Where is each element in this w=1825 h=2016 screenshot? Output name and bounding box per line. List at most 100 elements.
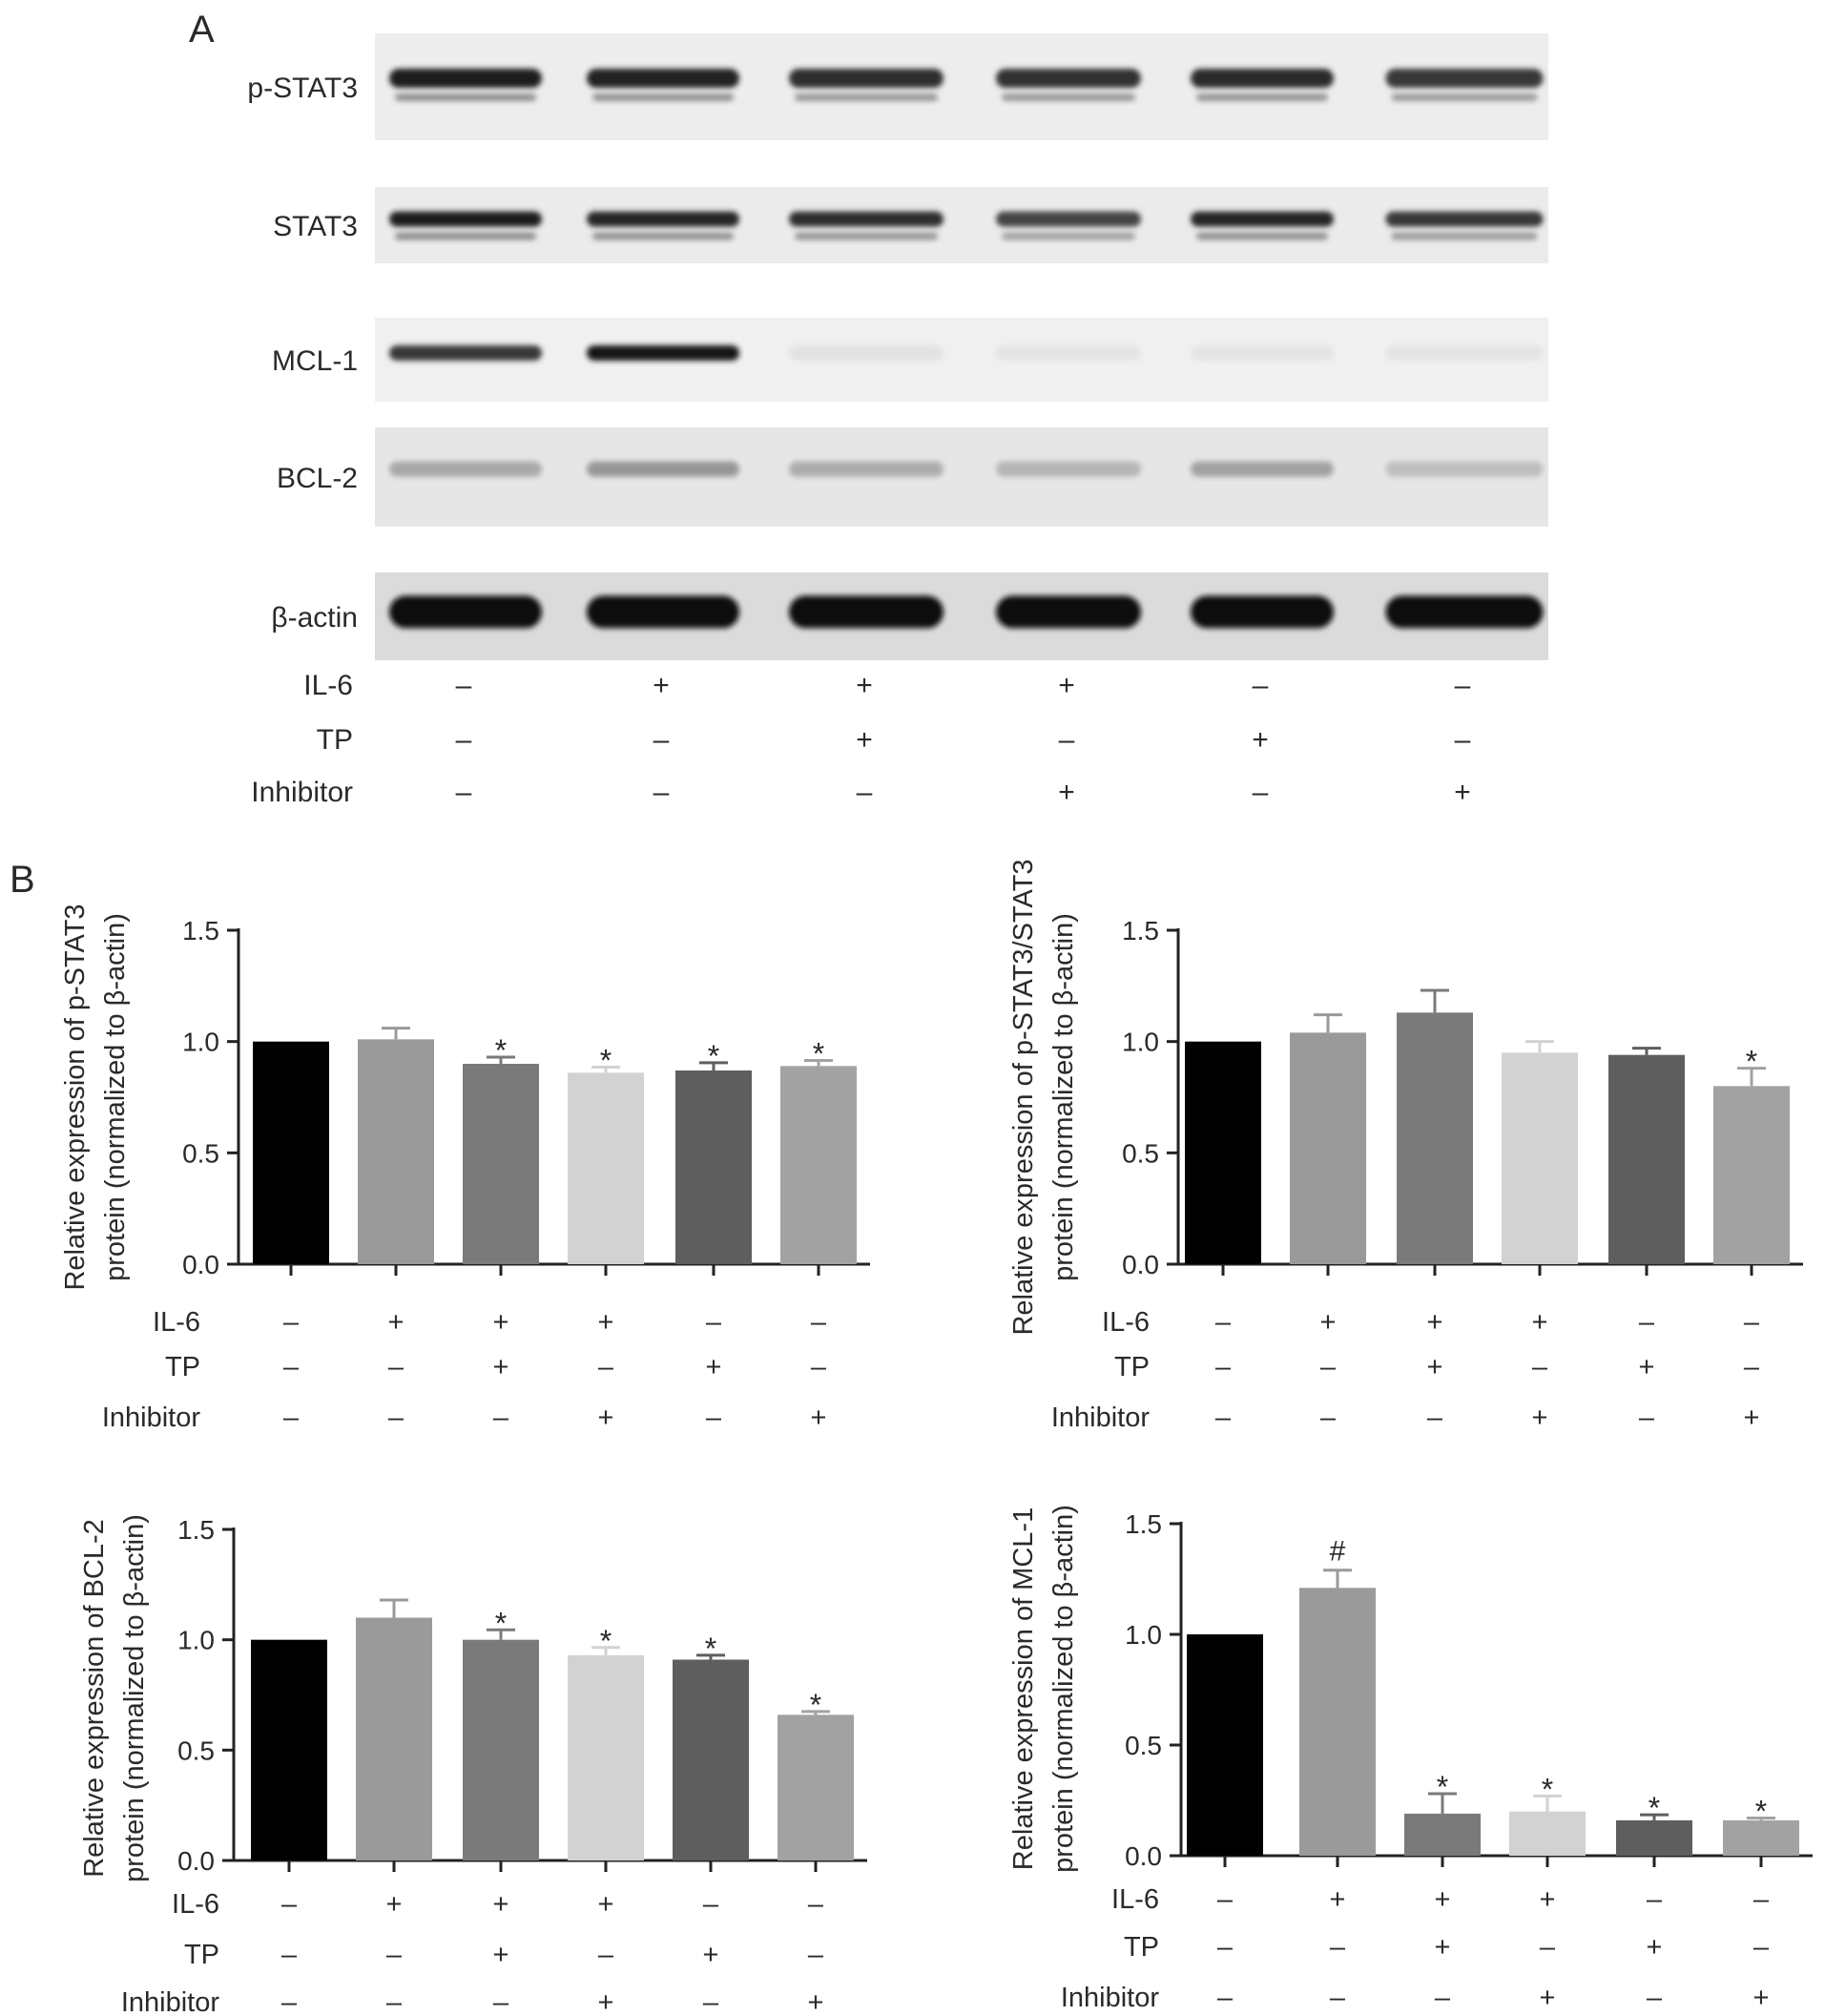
condition-sign: + xyxy=(653,670,670,701)
condition-sign: + xyxy=(1330,1884,1346,1915)
condition-sign: + xyxy=(1647,1932,1663,1963)
blot-membrane xyxy=(375,187,1548,263)
condition-sign: – xyxy=(386,1940,403,1970)
bar xyxy=(1185,1041,1261,1264)
condition-sign: – xyxy=(388,1403,404,1433)
condition-sign: + xyxy=(493,1889,509,1920)
condition-sign: + xyxy=(1454,777,1471,808)
condition-sign: – xyxy=(1540,1932,1556,1963)
condition-sign: – xyxy=(1215,1403,1232,1433)
condition-sign: + xyxy=(598,1403,614,1433)
condition-row-il-6: IL-6 – + + + – – xyxy=(1102,1307,1760,1338)
condition-sign: + xyxy=(598,1987,614,2016)
significance-marker: * xyxy=(705,1632,716,1666)
blot-band-secondary xyxy=(795,232,938,240)
condition-sign: + xyxy=(1058,670,1075,701)
condition-sign: – xyxy=(1455,724,1471,756)
bar xyxy=(1397,1012,1473,1264)
condition-label: TP xyxy=(184,1940,219,1970)
y-tick-label: 1.0 xyxy=(1122,1028,1159,1057)
blot-band xyxy=(587,344,739,361)
blot-band xyxy=(996,595,1141,629)
condition-sign: + xyxy=(1540,1884,1556,1915)
bar xyxy=(673,1659,749,1860)
condition-sign: – xyxy=(1647,1983,1663,2013)
condition-label: IL-6 xyxy=(1102,1307,1150,1338)
condition-sign: + xyxy=(1252,724,1269,756)
blot-band-secondary xyxy=(1196,232,1328,240)
condition-sign: + xyxy=(493,1307,509,1338)
condition-label: Inhibitor xyxy=(102,1403,201,1433)
blot-band xyxy=(587,211,739,227)
y-tick-label: 1.0 xyxy=(182,1028,219,1057)
condition-sign: + xyxy=(1435,1932,1451,1963)
condition-row-il-6: IL-6 – + + + – – xyxy=(303,670,1470,701)
bar xyxy=(1723,1819,1799,1856)
blot-band xyxy=(789,461,944,477)
blot-band xyxy=(1385,211,1544,227)
condition-sign: – xyxy=(1744,1352,1760,1382)
condition-sign: – xyxy=(1435,1983,1451,2013)
condition-sign: + xyxy=(1058,777,1075,808)
blot-band xyxy=(389,595,542,629)
blot-band xyxy=(789,211,944,227)
blot-row-label: BCL-2 xyxy=(277,463,358,494)
blot-band-secondary xyxy=(1391,94,1538,102)
blot-row-stat3: STAT3 xyxy=(273,187,1548,263)
condition-label: TP xyxy=(1124,1932,1159,1963)
y-axis-label: Relative expression of p-STAT3 xyxy=(60,904,91,1290)
blot-band-secondary xyxy=(1002,94,1135,102)
chart-bcl-2: Relative expression of BCL-2 protein (nor… xyxy=(79,1514,867,2016)
blot-band-secondary xyxy=(1196,94,1328,102)
blot-band xyxy=(1385,461,1544,477)
condition-sign: – xyxy=(1753,1884,1770,1915)
condition-sign: – xyxy=(811,1307,827,1338)
condition-sign: – xyxy=(653,724,670,756)
condition-row-inhibitor: Inhibitor – – – + – + xyxy=(121,1987,824,2016)
bar xyxy=(1616,1819,1692,1856)
blot-band xyxy=(389,211,542,227)
condition-sign: + xyxy=(706,1352,722,1382)
significance-marker: * xyxy=(810,1688,821,1722)
blot-row-p-stat3: p-STAT3 xyxy=(247,33,1548,140)
significance-marker: # xyxy=(1330,1536,1346,1568)
condition-sign: + xyxy=(856,724,873,756)
condition-sign: + xyxy=(1427,1307,1443,1338)
bar xyxy=(1608,1054,1685,1264)
panel-b-bar-charts: B Relative expression of p-STAT3 protein … xyxy=(10,859,1813,2016)
condition-label: TP xyxy=(1114,1352,1150,1382)
condition-sign: – xyxy=(1744,1307,1760,1338)
bar xyxy=(251,1639,327,1860)
bar xyxy=(356,1617,432,1860)
blot-band xyxy=(996,344,1141,361)
blot-row-label: MCL-1 xyxy=(272,345,358,377)
blot-band-secondary xyxy=(1002,232,1135,240)
condition-label: IL-6 xyxy=(153,1307,200,1338)
y-tick-label: 0.5 xyxy=(182,1138,219,1168)
blot-band-secondary xyxy=(795,94,938,102)
condition-sign: – xyxy=(706,1403,722,1433)
significance-marker: * xyxy=(600,1044,612,1078)
bar xyxy=(1509,1811,1586,1856)
condition-sign: – xyxy=(281,1940,298,1970)
condition-row-il-6: IL-6 – + + + – – xyxy=(153,1307,827,1338)
blot-band xyxy=(789,69,944,89)
condition-row-tp: TP – – + – + – xyxy=(184,1940,824,1970)
condition-sign: – xyxy=(703,1889,719,1920)
condition-sign: – xyxy=(857,777,873,808)
condition-sign: + xyxy=(856,670,873,701)
y-tick-label: 0.5 xyxy=(1125,1731,1162,1760)
condition-sign: – xyxy=(1639,1403,1655,1433)
condition-label: Inhibitor xyxy=(1051,1403,1151,1433)
y-axis-label: protein (normalized to β-actin) xyxy=(119,1514,150,1882)
bar xyxy=(1299,1588,1376,1856)
bar xyxy=(253,1041,329,1264)
blot-band xyxy=(996,211,1141,227)
y-axis-label: Relative expression of BCL-2 xyxy=(79,1519,110,1878)
chart-p-stat3: Relative expression of p-STAT3 protein (n… xyxy=(60,904,870,1433)
panel-b-letter: B xyxy=(10,859,35,901)
condition-sign: – xyxy=(703,1987,719,2016)
condition-label: TP xyxy=(317,724,353,756)
significance-marker: * xyxy=(1649,1791,1660,1825)
significance-marker: * xyxy=(708,1039,719,1073)
